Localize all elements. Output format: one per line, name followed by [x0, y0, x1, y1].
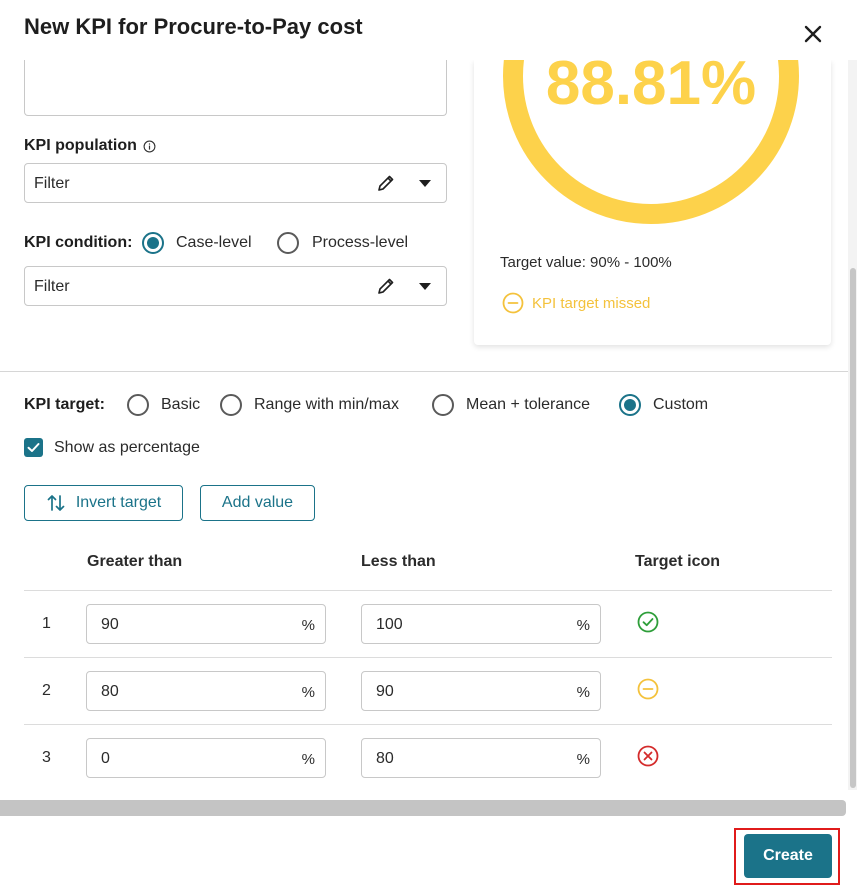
row-index: 1: [42, 615, 51, 632]
invert-target-label: Invert target: [75, 494, 162, 511]
kpi-status: KPI target missed: [502, 292, 650, 314]
row-divider: [24, 657, 832, 658]
target-value-text: Target value: 90% - 100%: [500, 254, 672, 271]
x-circle-icon[interactable]: [637, 745, 659, 767]
greater-than-value: 0: [101, 750, 110, 767]
chevron-down-icon[interactable]: [419, 283, 431, 290]
less-than-input[interactable]: 100 %: [361, 604, 601, 644]
kpi-condition-label: KPI condition:: [24, 234, 133, 251]
condition-filter-label: Filter: [34, 278, 70, 295]
kpi-preview-card: 88.81% Target value: 90% - 100% KPI targ…: [474, 60, 831, 345]
radio-custom[interactable]: [619, 394, 641, 416]
create-button[interactable]: Create: [744, 834, 832, 878]
less-than-input[interactable]: 90 %: [361, 671, 601, 711]
pencil-icon[interactable]: [376, 276, 396, 296]
show-percentage-label: Show as percentage: [54, 439, 200, 456]
greater-than-input[interactable]: 90 %: [86, 604, 326, 644]
kpi-target-label: KPI target:: [24, 396, 105, 413]
show-percentage-checkbox[interactable]: [24, 438, 43, 457]
kpi-status-text: KPI target missed: [532, 294, 651, 312]
greater-than-input[interactable]: 0 %: [86, 738, 326, 778]
radio-case-level[interactable]: [142, 232, 164, 254]
greater-than-value: 80: [101, 683, 119, 700]
radio-basic[interactable]: [127, 394, 149, 416]
minus-circle-icon: [502, 292, 524, 314]
invert-target-button[interactable]: Invert target: [24, 485, 183, 521]
col-header-target-icon: Target icon: [635, 553, 721, 570]
radio-range-min-max-label: Range with min/max: [254, 396, 399, 413]
less-than-value: 90: [376, 683, 394, 700]
row-index: 3: [42, 749, 51, 766]
horizontal-scrollbar[interactable]: [0, 800, 846, 816]
row-divider: [24, 590, 832, 591]
population-filter-select[interactable]: Filter: [24, 163, 447, 203]
percent-unit: %: [301, 751, 315, 768]
description-textarea[interactable]: [24, 60, 447, 116]
checkmark-icon: [27, 443, 40, 452]
check-circle-icon[interactable]: [637, 611, 659, 633]
row-divider: [24, 724, 832, 725]
kpi-gauge-value: 88.81%: [545, 60, 757, 118]
dialog-title: New KPI for Procure-to-Pay cost: [24, 14, 363, 39]
minus-circle-icon[interactable]: [637, 678, 659, 700]
create-button-highlight: [734, 828, 840, 885]
radio-mean-tolerance[interactable]: [432, 394, 454, 416]
radio-case-level-label: Case-level: [176, 234, 252, 251]
percent-unit: %: [301, 617, 315, 634]
condition-filter-select[interactable]: Filter: [24, 266, 447, 306]
col-header-less-than: Less than: [361, 553, 436, 570]
percent-unit: %: [576, 751, 590, 768]
dialog-body[interactable]: KPI population Filter KPI condition: Cas…: [0, 60, 857, 800]
radio-process-level[interactable]: [277, 232, 299, 254]
less-than-value: 100: [376, 616, 403, 633]
swap-vertical-icon: [47, 495, 65, 511]
radio-basic-label: Basic: [161, 396, 201, 413]
row-index: 2: [42, 682, 51, 699]
close-icon[interactable]: [801, 22, 825, 46]
add-value-button[interactable]: Add value: [200, 485, 315, 521]
add-value-label: Add value: [221, 494, 294, 511]
vertical-scrollbar-thumb[interactable]: [850, 268, 856, 788]
kpi-gauge-ring: [503, 60, 799, 224]
info-icon[interactable]: [143, 140, 156, 153]
chevron-down-icon[interactable]: [419, 180, 431, 187]
greater-than-value: 90: [101, 616, 119, 633]
percent-unit: %: [576, 684, 590, 701]
radio-mean-tolerance-label: Mean + tolerance: [466, 396, 591, 413]
radio-range-min-max[interactable]: [220, 394, 242, 416]
col-header-greater-than: Greater than: [87, 553, 183, 570]
less-than-value: 80: [376, 750, 394, 767]
radio-custom-label: Custom: [653, 396, 709, 413]
percent-unit: %: [301, 684, 315, 701]
greater-than-input[interactable]: 80 %: [86, 671, 326, 711]
pencil-icon[interactable]: [376, 173, 396, 193]
percent-unit: %: [576, 617, 590, 634]
population-filter-label: Filter: [34, 175, 70, 192]
radio-process-level-label: Process-level: [312, 234, 409, 251]
section-divider: [0, 371, 848, 372]
less-than-input[interactable]: 80 %: [361, 738, 601, 778]
kpi-population-label: KPI population: [24, 137, 137, 154]
